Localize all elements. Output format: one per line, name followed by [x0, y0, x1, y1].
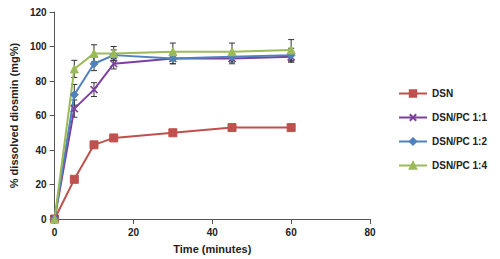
- svg-text:60: 60: [35, 110, 47, 121]
- svg-text:DSN: DSN: [432, 88, 453, 99]
- svg-text:20: 20: [128, 227, 140, 238]
- svg-text:40: 40: [35, 145, 47, 156]
- svg-text:Time (minutes): Time (minutes): [173, 243, 251, 255]
- svg-text:DSN/PC 1:4: DSN/PC 1:4: [432, 160, 487, 171]
- svg-text:% dissolved diosmin (mg%): % dissolved diosmin (mg%): [8, 42, 20, 188]
- svg-text:60: 60: [286, 227, 298, 238]
- svg-text:80: 80: [364, 227, 376, 238]
- svg-text:20: 20: [35, 179, 47, 190]
- svg-text:120: 120: [30, 7, 47, 18]
- svg-text:0: 0: [41, 214, 47, 225]
- svg-text:0: 0: [52, 227, 58, 238]
- svg-text:80: 80: [35, 76, 47, 87]
- svg-text:100: 100: [30, 41, 47, 52]
- svg-text:DSN/PC 1:1: DSN/PC 1:1: [432, 112, 487, 123]
- svg-text:DSN/PC 1:2: DSN/PC 1:2: [432, 136, 487, 147]
- svg-text:40: 40: [207, 227, 219, 238]
